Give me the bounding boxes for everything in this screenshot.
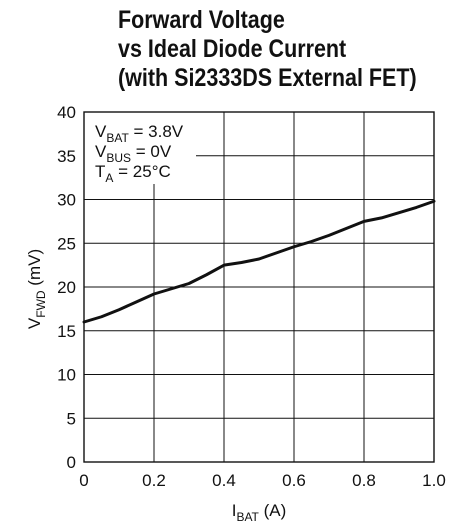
y-tick-label: 20	[57, 278, 76, 297]
y-tick-label: 10	[57, 366, 76, 385]
series-line	[82, 199, 436, 324]
x-axis-label: IBAT (A)	[232, 501, 287, 522]
y-tick-label: 5	[67, 409, 76, 428]
annotation-line: VBUS = 0V	[95, 142, 172, 165]
y-tick-label: 30	[57, 191, 76, 210]
annotation-line: VBAT = 3.8V	[95, 122, 184, 145]
y-tick-label: 40	[57, 103, 76, 122]
series-group	[82, 199, 436, 324]
chart-title: Forward Voltage vs Ideal Diode Current (…	[118, 6, 417, 93]
x-tick-label: 0.2	[142, 471, 166, 490]
y-axis-label: VFWD (mV)	[25, 249, 48, 329]
y-tick-label: 25	[57, 234, 76, 253]
chart-title-line-3: (with Si2333DS External FET)	[118, 64, 417, 92]
annotation-line: TA = 25°C	[95, 162, 171, 185]
x-tick-label: 1.0	[422, 471, 446, 490]
plot-frame	[83, 111, 435, 463]
axis-labels: IBAT (A) VFWD (mV)	[25, 249, 286, 522]
y-tick-label: 15	[57, 322, 76, 341]
x-tick-label: 0.8	[352, 471, 376, 490]
x-tick-label: 0.6	[282, 471, 306, 490]
x-tick-label: 0.4	[212, 471, 236, 490]
grid	[84, 112, 434, 462]
y-tick-label: 0	[67, 453, 76, 472]
tick-labels: 0 0.2 0.4 0.6 0.8 1.0 0 5 10 15 20 25 30 35 40	[57, 103, 446, 490]
y-tick-label: 35	[57, 147, 76, 166]
chart-title-line-1: Forward Voltage	[118, 6, 285, 34]
chart-title-line-2: vs Ideal Diode Current	[118, 35, 347, 63]
x-tick-label: 0	[79, 471, 88, 490]
